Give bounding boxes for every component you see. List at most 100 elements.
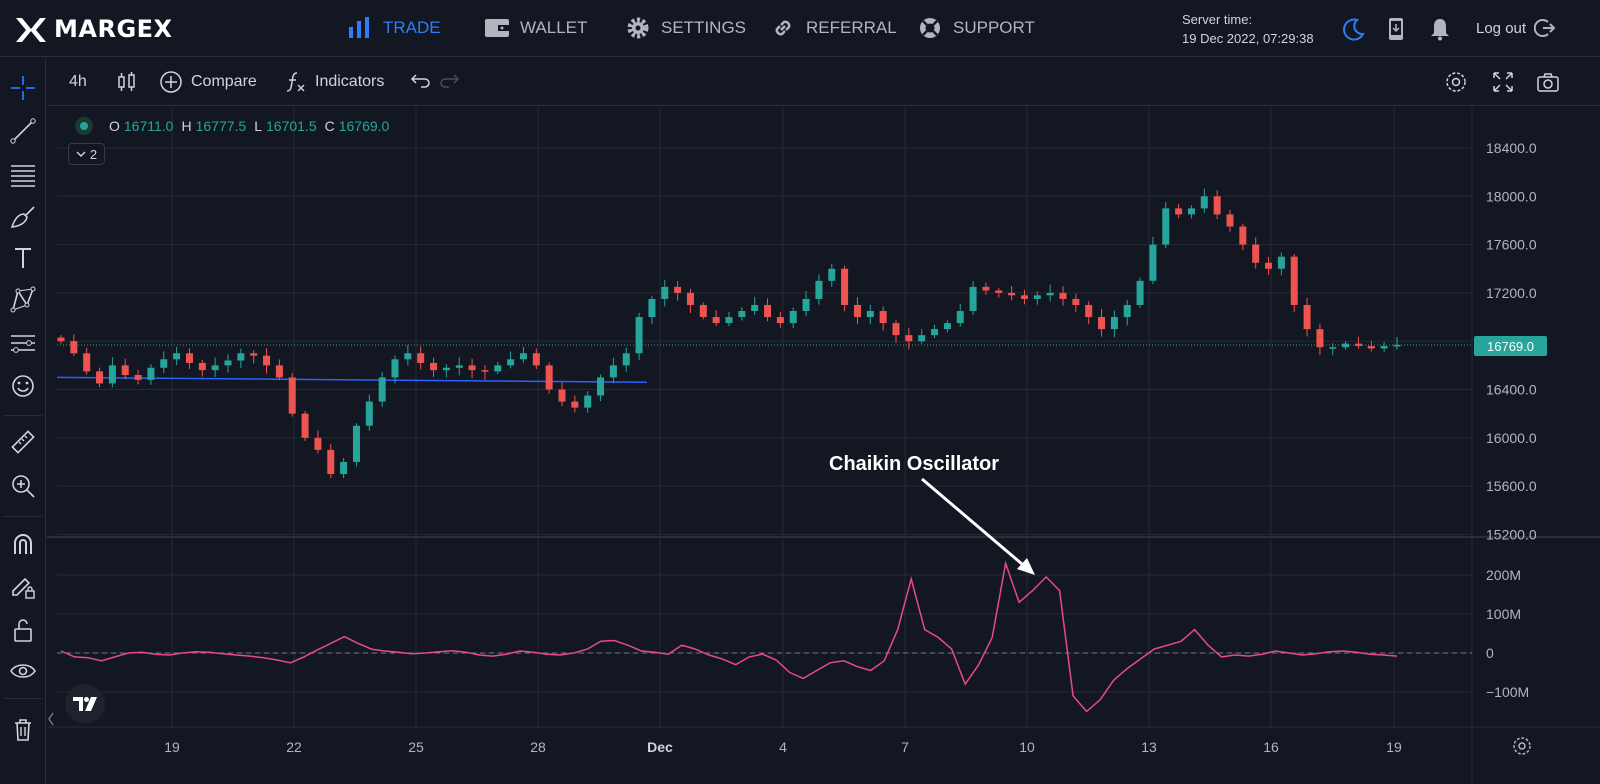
- candle-body: [1226, 214, 1234, 227]
- bell-icon[interactable]: [1427, 16, 1453, 42]
- nav-wallet[interactable]: WALLET: [484, 15, 587, 41]
- chart-toolbar: 4h Compare Indicators: [47, 58, 1600, 106]
- nav-settings[interactable]: SETTINGS: [625, 15, 746, 41]
- hide-drawings-tool[interactable]: [6, 654, 40, 688]
- candle-body: [340, 461, 348, 475]
- candle-body: [1354, 343, 1362, 347]
- logout-button[interactable]: Log out: [1476, 17, 1556, 39]
- redo-button[interactable]: [439, 69, 463, 95]
- fullscreen-button[interactable]: [1491, 69, 1515, 95]
- screenshot-button[interactable]: [1536, 69, 1560, 95]
- lock-drawings-tool[interactable]: [6, 570, 40, 604]
- magnet-tool[interactable]: [6, 527, 40, 561]
- zoom-in-icon: [12, 475, 35, 498]
- brand-logo[interactable]: MARGEX: [14, 12, 173, 46]
- candle-body: [699, 304, 707, 318]
- price-axis-label: 15600.0: [1486, 478, 1537, 494]
- redo-icon: [440, 74, 460, 88]
- projection-tool[interactable]: [6, 326, 40, 360]
- candle-body: [674, 286, 682, 293]
- moon-icon[interactable]: [1340, 16, 1366, 42]
- candle-body: [1187, 208, 1195, 215]
- trend-line-icon: [10, 118, 36, 144]
- low-value: 16701.5: [266, 118, 317, 134]
- time-axis-label: 10: [1019, 739, 1035, 755]
- candle-body: [1380, 346, 1388, 349]
- candle-body: [1213, 196, 1221, 215]
- open-label: O: [109, 118, 120, 134]
- candle-body: [661, 286, 669, 299]
- time-axis-label: 7: [901, 739, 909, 755]
- time-axis-label: 16: [1263, 739, 1279, 755]
- candle-body: [609, 365, 617, 378]
- brush-tool[interactable]: [6, 199, 40, 233]
- price-axis-label: 15200.0: [1486, 526, 1537, 542]
- nav-referral[interactable]: REFERRAL: [770, 15, 897, 41]
- text-tool[interactable]: [6, 241, 40, 275]
- candle-body: [507, 359, 515, 366]
- fib-retracement-tool[interactable]: [6, 157, 40, 191]
- undo-button[interactable]: [407, 69, 431, 95]
- annotation-arrowhead: [1017, 558, 1035, 575]
- high-label: H: [181, 118, 192, 134]
- candle-body: [725, 317, 733, 324]
- price-chart[interactable]: 18400.018000.017600.017200.016800.016400…: [47, 107, 1600, 784]
- candle-body: [481, 370, 489, 372]
- compare-button[interactable]: Compare: [159, 69, 257, 95]
- legend-collapse-button[interactable]: 2: [68, 143, 105, 165]
- candle-body: [956, 311, 964, 324]
- nav-trade[interactable]: TRADE: [347, 15, 441, 41]
- indicators-button[interactable]: Indicators: [283, 69, 384, 95]
- nav-support[interactable]: SUPPORT: [917, 15, 1035, 41]
- chart-type-button[interactable]: [115, 69, 139, 95]
- candle-body: [776, 317, 784, 324]
- price-axis-label: 16400.0: [1486, 382, 1537, 398]
- tradingview-logo[interactable]: [65, 684, 105, 724]
- brush-icon: [10, 206, 35, 228]
- remove-drawings-tool[interactable]: [6, 712, 40, 746]
- smiley-icon: [12, 375, 34, 397]
- unlock-tool[interactable]: [6, 613, 40, 647]
- candle-body: [70, 341, 78, 354]
- server-time-label: Server time:: [1182, 12, 1253, 27]
- pattern-tool[interactable]: [6, 283, 40, 317]
- crosshair-icon: [11, 76, 35, 100]
- mobile-app-icon[interactable]: [1383, 16, 1409, 42]
- undo-icon: [410, 74, 430, 88]
- camera-icon: [1537, 73, 1559, 92]
- candle-body: [275, 365, 283, 378]
- chart-settings-button[interactable]: [1444, 69, 1468, 95]
- candle-body: [1316, 329, 1324, 348]
- symbol-status-dot: [75, 117, 93, 135]
- collapse-toolbar-handle[interactable]: [47, 705, 55, 733]
- candle-body: [686, 292, 694, 305]
- eye-icon: [10, 664, 36, 678]
- candle-body: [1033, 295, 1041, 299]
- logout-label: Log out: [1476, 19, 1527, 37]
- candle-body: [211, 365, 219, 371]
- fib-lines-icon: [11, 165, 35, 187]
- candle-body: [751, 304, 759, 312]
- trend-line-tool[interactable]: [6, 114, 40, 148]
- candle-body: [378, 377, 386, 402]
- chart-area[interactable]: 18400.018000.017600.017200.016800.016400…: [47, 107, 1600, 784]
- candle-body: [173, 353, 181, 360]
- candle-body: [468, 365, 476, 371]
- price-axis-label: 17200.0: [1486, 285, 1537, 301]
- candle-body: [121, 365, 129, 376]
- candle-body: [1149, 244, 1157, 281]
- candle-body: [879, 311, 887, 324]
- zoom-tool[interactable]: [6, 469, 40, 503]
- candle-body: [160, 359, 168, 368]
- gear-icon[interactable]: [1510, 734, 1534, 758]
- candle-body: [1265, 262, 1273, 269]
- candle-body: [1098, 317, 1106, 330]
- interval-selector[interactable]: 4h: [69, 69, 87, 95]
- close-label: C: [324, 118, 335, 134]
- candle-body: [1290, 256, 1298, 305]
- emoji-tool[interactable]: [6, 369, 40, 403]
- crosshair-tool[interactable]: [6, 71, 40, 105]
- ruler-tool[interactable]: [6, 425, 40, 459]
- candle-body: [430, 362, 438, 371]
- support-trend-line: [56, 376, 648, 384]
